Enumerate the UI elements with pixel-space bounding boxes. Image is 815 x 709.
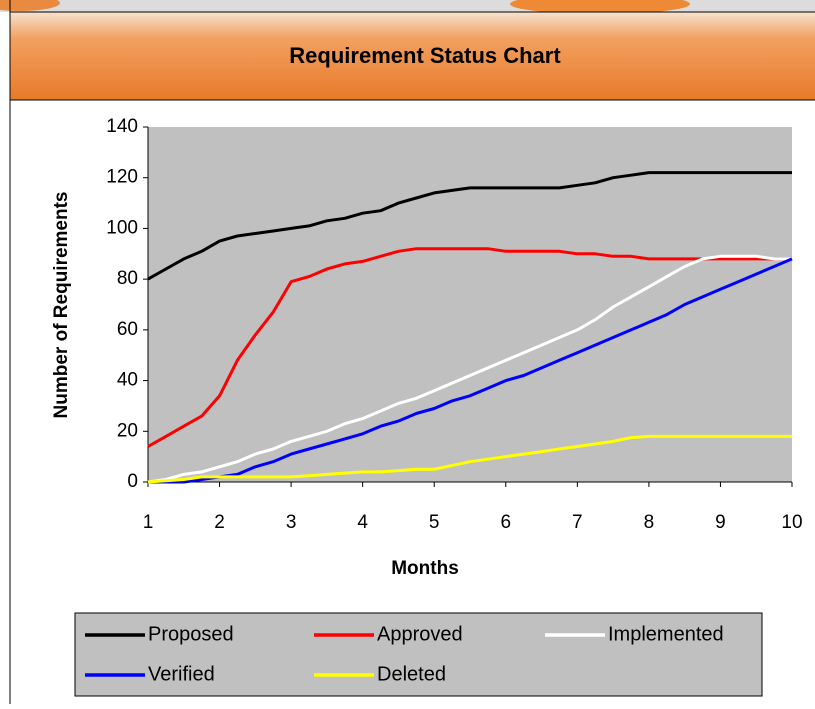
legend-label: Implemented [608, 623, 724, 645]
x-tick-label: 2 [214, 512, 225, 533]
legend-label: Verified [148, 663, 215, 685]
plot-area [148, 127, 792, 482]
chart-title: Requirement Status Chart [289, 43, 561, 68]
legend-label: Deleted [377, 663, 446, 685]
x-tick-label: 5 [429, 512, 440, 533]
top-strip [0, 0, 815, 12]
y-tick-label: 100 [106, 217, 138, 238]
y-tick-label: 140 [106, 116, 138, 137]
y-tick-label: 60 [117, 319, 138, 340]
y-tick-label: 40 [117, 370, 138, 391]
legend-label: Proposed [148, 623, 234, 645]
x-tick-label: 6 [500, 512, 511, 533]
y-tick-label: 0 [127, 471, 138, 492]
x-tick-label: 3 [286, 512, 297, 533]
x-tick-label: 1 [143, 512, 154, 533]
x-tick-label: 7 [572, 512, 583, 533]
x-tick-label: 10 [781, 512, 802, 533]
x-tick-label: 9 [715, 512, 726, 533]
y-axis-label: Number of Requirements [51, 192, 72, 419]
y-tick-label: 120 [106, 167, 138, 188]
x-axis-label: Months [391, 558, 459, 579]
legend-label: Approved [377, 623, 463, 645]
y-tick-label: 20 [117, 420, 138, 441]
x-tick-label: 4 [357, 512, 368, 533]
chart: Requirement Status Chart Months Number o… [0, 0, 815, 704]
y-tick-label: 80 [117, 268, 138, 289]
page: Requirement Status Chart Months Number o… [0, 0, 815, 704]
x-tick-label: 8 [644, 512, 655, 533]
